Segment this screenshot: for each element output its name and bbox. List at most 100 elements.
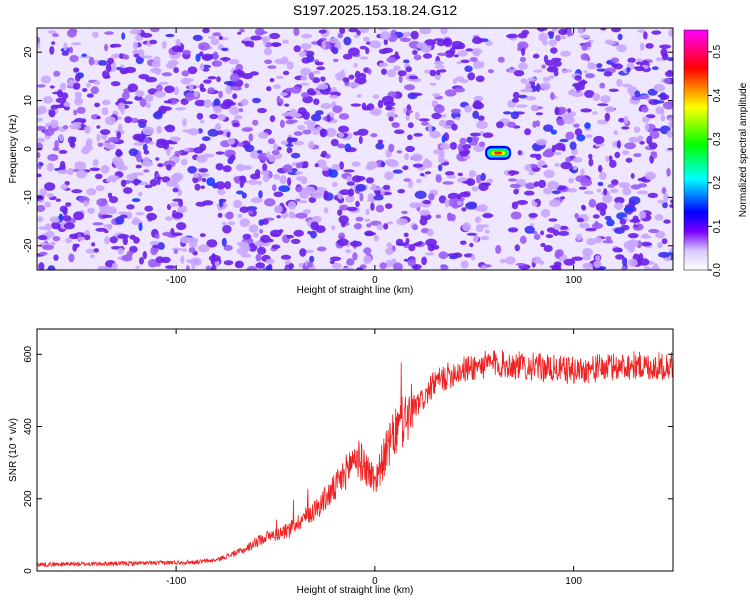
- heatmap-cell: [188, 247, 196, 253]
- heatmap-cell: [264, 59, 273, 65]
- heatmap-cell: [47, 265, 56, 270]
- heatmap-cell: [519, 235, 527, 244]
- heatmap-cell: [396, 218, 408, 226]
- heatmap-cell: [215, 130, 224, 135]
- heatmap-cell: [332, 105, 343, 114]
- heatmap-cell: [354, 70, 361, 79]
- heatmap-cell: [469, 57, 478, 62]
- heatmap-cell: [354, 77, 367, 85]
- heatmap-cell: [250, 197, 263, 204]
- heatmap-cell: [581, 43, 588, 51]
- heatmap-cell: [540, 242, 546, 248]
- heatmap-cell: [330, 45, 336, 53]
- heatmap-cell: [538, 179, 546, 189]
- heatmap-cell: [626, 67, 631, 73]
- heatmap-cell: [580, 168, 585, 178]
- heatmap-cell: [144, 184, 153, 189]
- heatmap-cell: [558, 231, 570, 236]
- heatmap-cell: [128, 148, 139, 157]
- heatmap-cell: [194, 99, 207, 107]
- heatmap-cell: [299, 248, 307, 257]
- heatmap-cell: [585, 227, 597, 232]
- heatmap-cell: [388, 143, 395, 153]
- heatmap-cell: [553, 223, 561, 230]
- heatmap-cell: [540, 230, 545, 236]
- heatmap-cell: [199, 51, 204, 57]
- heatmap-cell: [435, 174, 442, 183]
- heatmap-cell: [320, 76, 326, 82]
- heatmap-cell: [364, 230, 374, 237]
- heatmap-cell: [540, 208, 551, 218]
- heatmap-cell: [454, 116, 460, 121]
- heatmap-cell: [99, 129, 111, 135]
- heatmap-cell: [300, 67, 312, 76]
- heatmap-cell: [202, 67, 210, 72]
- heatmap-cell: [540, 82, 551, 90]
- heatmap-cell: [186, 237, 199, 244]
- heatmap-cell: [62, 125, 69, 130]
- heatmap-cell: [619, 218, 627, 225]
- heatmap-cell: [290, 152, 301, 159]
- heatmap-cell: [479, 61, 485, 68]
- heatmap-cell: [37, 142, 43, 151]
- heatmap-cell: [636, 190, 649, 195]
- heatmap-cell: [166, 164, 172, 171]
- heatmap-cell: [239, 175, 247, 184]
- heatmap-cell: [655, 230, 666, 239]
- heatmap-cell: [333, 58, 339, 63]
- heatmap-cell: [164, 139, 174, 145]
- heatmap-cell: [645, 43, 654, 49]
- heatmap-cell: [96, 125, 101, 129]
- heatmap-cell: [424, 252, 435, 256]
- heatmap-cell: [50, 119, 59, 129]
- heatmap-cell: [58, 213, 64, 221]
- heatmap-x-ticks: -100 0 100: [166, 28, 582, 286]
- heatmap-cell: [39, 162, 44, 167]
- colorbar-tick-label: 0.3: [712, 132, 723, 146]
- heatmap-cell: [663, 219, 671, 224]
- heatmap-cell: [134, 95, 143, 101]
- heatmap-cell: [588, 153, 593, 159]
- heatmap-cell: [616, 44, 627, 53]
- heatmap-cell: [264, 198, 276, 207]
- heatmap-cell: [187, 166, 197, 174]
- heatmap-cell: [369, 111, 379, 115]
- heatmap-cell: [120, 179, 127, 187]
- heatmap-cell: [258, 219, 264, 226]
- heatmap-cell: [487, 69, 494, 74]
- heatmap-peak: [494, 151, 503, 155]
- heatmap-cell: [163, 142, 170, 150]
- heatmap-cell: [77, 236, 86, 241]
- heatmap-cell: [484, 229, 490, 234]
- line-x-axis-label: Height of straight line (km): [297, 585, 414, 596]
- heatmap-cell: [52, 236, 61, 242]
- heatmap-cell: [150, 246, 158, 256]
- heatmap-cell: [599, 171, 607, 180]
- heatmap-cell: [503, 111, 512, 115]
- heatmap-cell: [442, 181, 454, 185]
- heatmap-cell: [280, 140, 289, 145]
- heatmap-cell: [112, 61, 117, 70]
- heatmap-cell: [476, 120, 488, 130]
- heatmap-cell: [222, 224, 232, 234]
- heatmap-cell: [293, 28, 300, 36]
- heatmap-cell: [410, 92, 423, 97]
- heatmap-cell: [346, 206, 358, 212]
- heatmap-cell: [314, 163, 319, 168]
- heatmap-cell: [244, 144, 255, 153]
- heatmap-cell: [171, 45, 182, 52]
- heatmap-cell: [288, 263, 294, 269]
- heatmap-cell: [194, 183, 201, 191]
- heatmap-cell: [545, 234, 554, 239]
- heatmap-cell: [440, 28, 448, 35]
- heatmap-cell: [255, 253, 262, 262]
- heatmap-cell: [148, 258, 158, 268]
- heatmap-cell: [348, 47, 360, 56]
- heatmap-cell: [644, 122, 650, 132]
- heatmap-cell: [221, 47, 229, 52]
- heatmap-cell: [198, 168, 209, 173]
- heatmap-cell: [421, 256, 427, 266]
- heatmap-cell: [623, 206, 635, 212]
- heatmap-cell: [224, 181, 232, 190]
- heatmap-cell: [346, 181, 355, 186]
